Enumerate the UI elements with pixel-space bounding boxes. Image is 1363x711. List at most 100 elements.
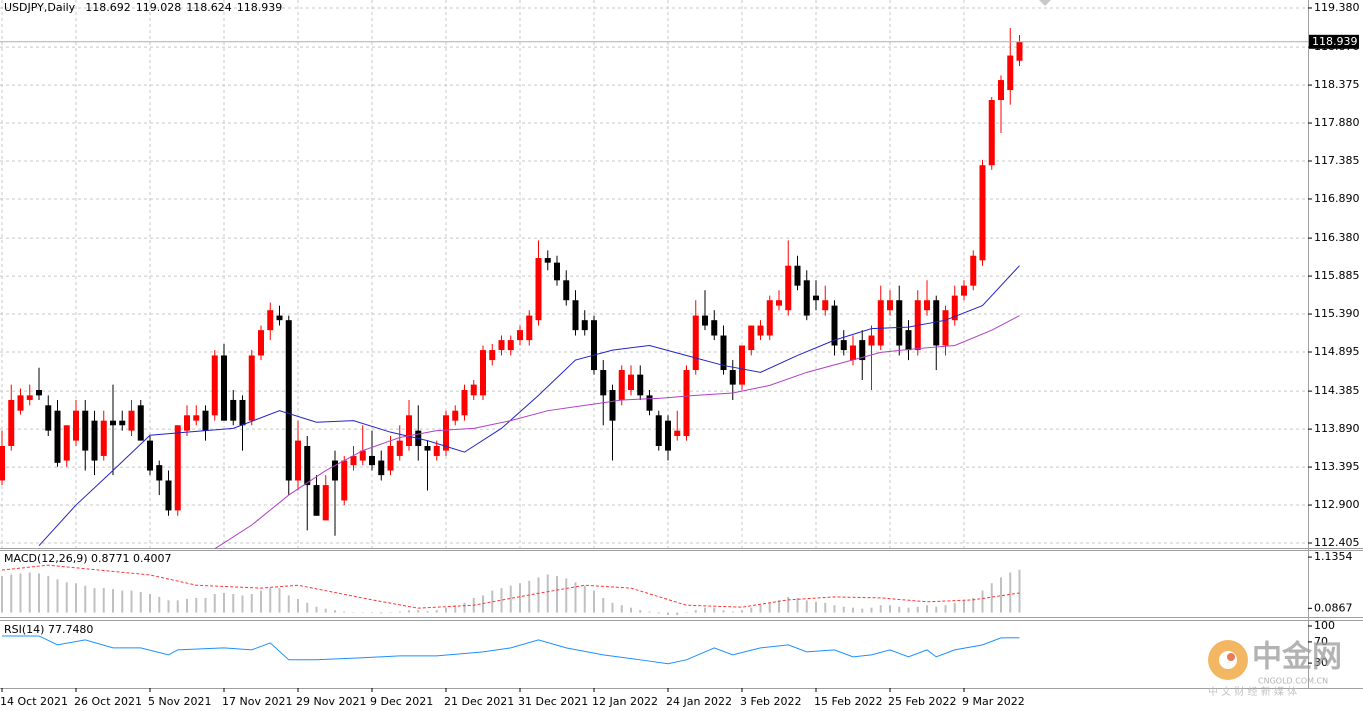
current-price-box bbox=[1309, 34, 1359, 49]
candle-body bbox=[396, 440, 403, 456]
macd-bar bbox=[731, 611, 734, 613]
macd-bar bbox=[371, 612, 373, 614]
candle-body bbox=[785, 265, 792, 311]
macd-bar bbox=[556, 575, 558, 613]
candle-body bbox=[803, 280, 810, 316]
candle-body bbox=[822, 300, 829, 311]
macd-bar bbox=[204, 597, 207, 613]
macd-bar bbox=[297, 598, 299, 613]
macd-bar bbox=[990, 583, 993, 613]
x-tick-label: 17 Nov 2021 bbox=[222, 695, 292, 708]
candle-body bbox=[757, 325, 764, 336]
y-tick-label: 117.385 bbox=[1314, 154, 1360, 167]
candle-body bbox=[961, 285, 967, 296]
candle-body bbox=[665, 420, 671, 451]
candle-body bbox=[332, 460, 338, 481]
candle-body bbox=[970, 255, 977, 286]
x-tick-label: 21 Dec 2021 bbox=[444, 695, 514, 708]
macd-bar bbox=[704, 607, 706, 613]
candle-body bbox=[988, 100, 995, 166]
candle-body bbox=[683, 370, 690, 437]
macd-bar bbox=[620, 605, 623, 613]
moving-average bbox=[214, 315, 1020, 550]
candle-body bbox=[887, 300, 893, 311]
macd-bar bbox=[1018, 569, 1021, 613]
watermark-site: CNGOLD.COM.CN bbox=[1258, 677, 1328, 686]
candle-body bbox=[859, 340, 866, 361]
candle-body bbox=[26, 395, 33, 400]
candle-body bbox=[406, 415, 412, 446]
macd-bar bbox=[1, 575, 3, 613]
candle-body bbox=[202, 410, 209, 431]
macd-bar bbox=[269, 588, 272, 613]
macd-bar bbox=[149, 593, 151, 613]
candle-body bbox=[221, 355, 227, 421]
macd-bar bbox=[445, 607, 447, 613]
macd-bar bbox=[667, 612, 669, 615]
macd-bar bbox=[102, 588, 105, 613]
x-tick-label: 29 Nov 2021 bbox=[296, 695, 366, 708]
macd-bar bbox=[130, 590, 133, 613]
chart-header: USDJPY,Daily 118.692 119.028 118.624 118.939 bbox=[4, 1, 282, 14]
candle-body bbox=[341, 460, 348, 501]
macd-bar bbox=[898, 606, 901, 613]
candle-body bbox=[378, 460, 385, 476]
macd-bar bbox=[380, 612, 383, 614]
candle-body bbox=[285, 320, 292, 481]
x-tick-label: 9 Mar 2022 bbox=[962, 695, 1025, 708]
candle-body bbox=[359, 450, 366, 461]
macd-bar bbox=[75, 583, 77, 613]
rsi-line bbox=[2, 635, 1020, 665]
y-tick-label: 113.395 bbox=[1314, 460, 1360, 473]
y-tick-label: 114.895 bbox=[1314, 345, 1360, 358]
macd-bar bbox=[324, 608, 327, 613]
candle-body bbox=[461, 389, 468, 416]
macd-bar bbox=[722, 610, 725, 613]
y-tick-label: 30 bbox=[1314, 656, 1328, 669]
macd-bar bbox=[657, 612, 660, 614]
macd-bar bbox=[287, 595, 290, 613]
panel-title: RSI(14) 77.7480 bbox=[4, 623, 93, 636]
x-tick-label: 5 Nov 2021 bbox=[148, 695, 211, 708]
candle-body bbox=[36, 389, 42, 396]
macd-bar bbox=[167, 600, 170, 613]
macd-bar bbox=[648, 611, 651, 613]
candle-body bbox=[729, 370, 736, 385]
macd-bar bbox=[741, 610, 743, 613]
candle-body bbox=[544, 258, 551, 263]
macd-bar bbox=[926, 605, 928, 613]
macd-bar bbox=[417, 610, 420, 613]
candle-body bbox=[600, 370, 607, 396]
y-tick-label: 116.890 bbox=[1314, 192, 1360, 205]
macd-bar bbox=[195, 597, 198, 613]
macd-bar bbox=[454, 605, 457, 613]
candle-body bbox=[655, 415, 662, 446]
candle-body bbox=[276, 315, 283, 321]
candle-body bbox=[313, 485, 320, 516]
candle-body bbox=[692, 315, 699, 371]
macd-bar bbox=[953, 602, 956, 613]
candle-body bbox=[480, 350, 486, 396]
candle-body bbox=[230, 399, 237, 421]
macd-bar bbox=[139, 592, 142, 613]
macd-bar bbox=[583, 585, 586, 613]
candle-body bbox=[110, 420, 116, 426]
candle-body bbox=[739, 345, 745, 385]
candle-body bbox=[868, 335, 875, 346]
macd-bar bbox=[223, 593, 225, 613]
macd-bar bbox=[463, 602, 466, 613]
macd-bar bbox=[907, 607, 910, 613]
candle-body bbox=[443, 415, 449, 451]
candle-body bbox=[82, 410, 89, 451]
current-price-label: 118.939 bbox=[1312, 35, 1358, 48]
x-tick-label: 24 Jan 2022 bbox=[666, 695, 732, 708]
candle-body bbox=[498, 340, 505, 351]
macd-bar bbox=[824, 602, 827, 613]
y-tick-label: 116.380 bbox=[1314, 231, 1360, 244]
macd-bar bbox=[408, 610, 410, 613]
x-tick-label: 3 Feb 2022 bbox=[740, 695, 801, 708]
macd-bar bbox=[19, 573, 22, 613]
candle-body bbox=[637, 374, 644, 396]
macd-bar bbox=[963, 600, 965, 613]
